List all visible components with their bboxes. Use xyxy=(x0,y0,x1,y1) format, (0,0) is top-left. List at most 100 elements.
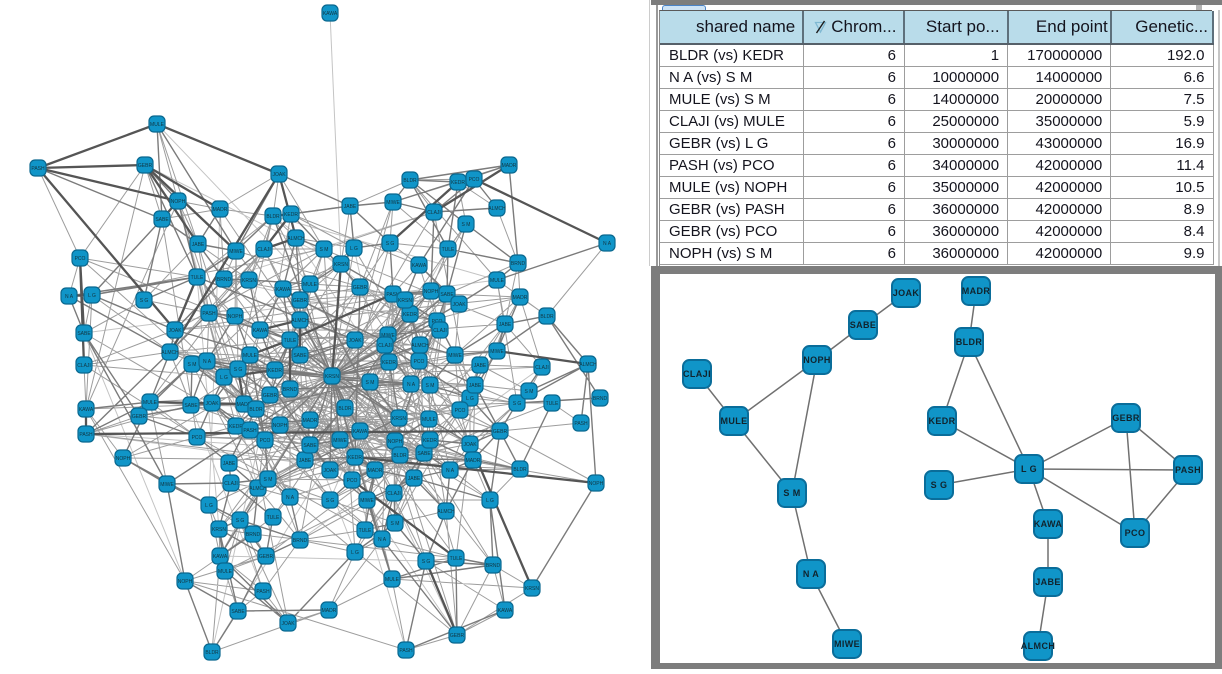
svg-text:JOAK: JOAK xyxy=(348,338,362,344)
svg-text:GEBR: GEBR xyxy=(132,414,147,420)
svg-text:JOAK: JOAK xyxy=(272,172,286,178)
svg-text:S G: S G xyxy=(513,401,522,407)
svg-text:JOAK: JOAK xyxy=(452,302,466,308)
svg-text:PASH: PASH xyxy=(256,589,270,595)
svg-text:MULE: MULE xyxy=(143,400,158,406)
svg-text:MADR: MADR xyxy=(368,468,383,474)
svg-text:KRSN: KRSN xyxy=(325,374,339,380)
svg-text:BLDR: BLDR xyxy=(513,467,527,473)
svg-text:JABE: JABE xyxy=(474,363,487,369)
svg-text:L G: L G xyxy=(466,396,474,402)
svg-text:N A: N A xyxy=(65,294,74,300)
svg-text:MADR: MADR xyxy=(962,286,991,296)
svg-text:S G: S G xyxy=(386,241,395,247)
svg-text:JOAK: JOAK xyxy=(323,468,337,474)
svg-text:L G: L G xyxy=(351,550,359,556)
svg-text:MIWE: MIWE xyxy=(448,353,462,359)
svg-text:S M: S M xyxy=(391,521,400,527)
svg-text:JABE: JABE xyxy=(299,458,312,464)
svg-text:L G: L G xyxy=(1021,464,1037,474)
svg-text:MIWE: MIWE xyxy=(386,200,400,206)
svg-text:PASH: PASH xyxy=(79,432,93,438)
svg-text:JOAK: JOAK xyxy=(168,328,182,334)
svg-text:BRND: BRND xyxy=(293,538,308,544)
svg-text:S G: S G xyxy=(931,480,948,490)
svg-text:TULE: TULE xyxy=(546,401,559,407)
svg-text:KEDR: KEDR xyxy=(348,455,362,461)
svg-text:MIWE: MIWE xyxy=(490,349,504,355)
svg-text:BRND: BRND xyxy=(217,277,232,283)
svg-text:ALMCH: ALMCH xyxy=(287,236,305,242)
svg-text:NOPH: NOPH xyxy=(116,456,131,462)
svg-text:BLDR: BLDR xyxy=(393,453,407,459)
svg-text:S M: S M xyxy=(188,362,197,368)
svg-text:BRND: BRND xyxy=(486,563,501,569)
svg-text:GEBR: GEBR xyxy=(138,163,153,169)
svg-text:MADR: MADR xyxy=(322,608,337,614)
svg-text:L G: L G xyxy=(205,503,213,509)
svg-text:MADR: MADR xyxy=(502,163,517,169)
svg-text:MADR: MADR xyxy=(513,295,528,301)
svg-text:PCO: PCO xyxy=(469,177,480,183)
svg-text:S G: S G xyxy=(422,559,431,565)
svg-text:BRND: BRND xyxy=(511,261,526,267)
svg-text:L G: L G xyxy=(220,375,228,381)
svg-text:TULE: TULE xyxy=(267,515,280,521)
svg-text:JABE: JABE xyxy=(499,322,512,328)
svg-text:L G: L G xyxy=(88,293,96,299)
svg-text:KEDR: KEDR xyxy=(382,360,396,366)
svg-text:MIWE: MIWE xyxy=(834,639,860,649)
svg-text:CLAJI: CLAJI xyxy=(683,369,711,379)
svg-text:GEBR: GEBR xyxy=(450,633,465,639)
svg-text:KAWA: KAWA xyxy=(253,328,268,334)
svg-text:KRSN: KRSN xyxy=(334,262,348,268)
svg-text:JABE: JABE xyxy=(1035,577,1061,587)
svg-text:PCO: PCO xyxy=(75,256,86,262)
svg-text:BLDR: BLDR xyxy=(540,314,554,320)
svg-text:CLAJI: CLAJI xyxy=(378,343,392,349)
svg-text:KRSN: KRSN xyxy=(242,278,256,284)
svg-text:MULE: MULE xyxy=(385,577,400,583)
svg-text:MIWE: MIWE xyxy=(333,438,347,444)
svg-text:KAWA: KAWA xyxy=(213,554,228,560)
svg-text:CLAJI: CLAJI xyxy=(427,210,441,216)
svg-text:JABE: JABE xyxy=(408,476,421,482)
svg-text:KEDR: KEDR xyxy=(451,180,465,186)
svg-text:KEDR: KEDR xyxy=(284,212,298,218)
svg-text:JOAK: JOAK xyxy=(281,621,295,627)
svg-text:PASH: PASH xyxy=(399,648,413,654)
svg-text:KAWA: KAWA xyxy=(276,287,291,293)
svg-text:S M: S M xyxy=(320,247,329,253)
svg-text:NOPH: NOPH xyxy=(803,355,831,365)
svg-text:BRND: BRND xyxy=(593,396,608,402)
svg-text:GEBR: GEBR xyxy=(493,429,508,435)
svg-text:SABE: SABE xyxy=(231,609,245,615)
svg-text:JABE: JABE xyxy=(469,383,482,389)
svg-text:N A: N A xyxy=(446,468,455,474)
svg-text:KAWA: KAWA xyxy=(498,608,513,614)
svg-text:JOAK: JOAK xyxy=(893,288,920,298)
svg-text:MULE: MULE xyxy=(150,122,165,128)
svg-text:MULE: MULE xyxy=(490,278,505,284)
svg-text:MULE: MULE xyxy=(422,417,437,423)
svg-text:BLDR: BLDR xyxy=(403,178,417,184)
svg-text:PCO: PCO xyxy=(1125,528,1146,538)
svg-text:TULE: TULE xyxy=(450,556,463,562)
svg-text:MIWE: MIWE xyxy=(160,482,174,488)
svg-text:ALMCH: ALMCH xyxy=(579,362,597,368)
svg-text:GEBR: GEBR xyxy=(293,298,308,304)
svg-text:JABE: JABE xyxy=(223,461,236,467)
svg-text:TULE: TULE xyxy=(191,275,204,281)
svg-text:PASH: PASH xyxy=(574,421,588,427)
svg-text:S M: S M xyxy=(525,389,534,395)
svg-text:N A: N A xyxy=(603,241,612,247)
svg-text:KEDR: KEDR xyxy=(423,438,437,444)
svg-text:MULE: MULE xyxy=(720,416,747,426)
svg-text:SABE: SABE xyxy=(440,292,454,298)
svg-text:N A: N A xyxy=(407,382,416,388)
svg-text:L G: L G xyxy=(350,246,358,252)
svg-text:CLAJI: CLAJI xyxy=(535,365,549,371)
svg-text:JABE: JABE xyxy=(344,204,357,210)
svg-text:PCO: PCO xyxy=(414,359,425,365)
svg-text:GEBR: GEBR xyxy=(263,393,278,399)
